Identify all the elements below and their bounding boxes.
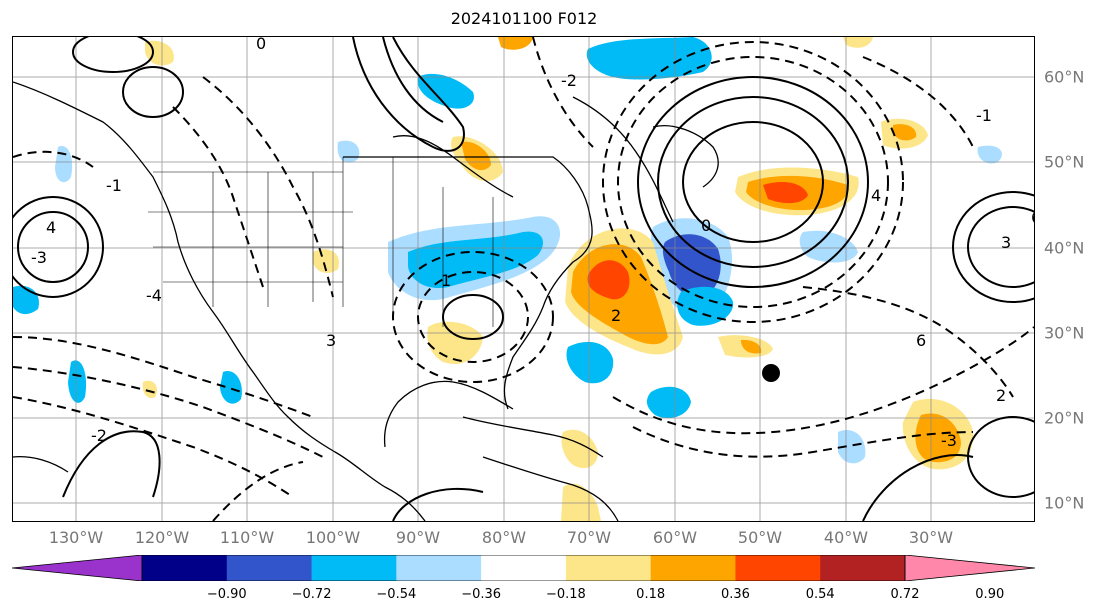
shade-pos-carib-b <box>561 483 601 521</box>
colorbar-tick-label: 0.18 <box>636 587 666 602</box>
shade-pos-pac-s <box>142 380 158 399</box>
contour-label: -1 <box>976 106 992 125</box>
shade-pos-top-right <box>843 37 873 48</box>
shade-pos-subtrop-core <box>741 339 762 354</box>
colorbar-tick-label: 0.72 <box>890 587 920 602</box>
shade-pos-greatlakes-core <box>461 141 491 171</box>
shade-neg-caribbean <box>566 341 614 384</box>
contour-label: 0 <box>256 37 266 53</box>
longitude-label: 100°W <box>305 528 361 547</box>
colorbar-tick-label: −0.90 <box>206 587 247 602</box>
longitude-label: 130°W <box>48 528 104 547</box>
contour-label: 0 <box>701 216 711 235</box>
contour-label: -2 <box>561 71 577 90</box>
coastlines <box>13 81 719 521</box>
shade-pos-atlantic-b-red <box>587 260 630 300</box>
shade-neg-eastcoast-core <box>408 231 543 288</box>
shade-neg-pac-a <box>55 146 73 183</box>
contour-label: 4 <box>871 186 881 205</box>
shade-neg-mex <box>220 371 242 404</box>
contour-label: 1 <box>441 271 451 290</box>
contour-label: 2 <box>996 386 1006 405</box>
shade-neg-plains <box>337 140 360 163</box>
colorbar-tick-label: 0.54 <box>805 587 835 602</box>
contour-label: 6 <box>1031 208 1034 227</box>
longitude-label: 80°W <box>481 528 527 547</box>
shade-neg-ne-atlantic <box>586 37 712 80</box>
colorbar-segment <box>565 555 652 581</box>
shade-neg-hudson <box>417 73 474 109</box>
contour-label: 2 <box>611 306 621 325</box>
longitude-label: 70°W <box>566 528 612 547</box>
shading-layer <box>13 37 1002 521</box>
storm-marker <box>762 364 780 382</box>
colorbar-frame <box>141 555 906 581</box>
map-title: 2024101100 F012 <box>450 9 598 28</box>
latitude-label: 10°N <box>1044 493 1085 513</box>
shade-neg-atlantic-a-cyan <box>677 286 734 326</box>
contour-label: 6 <box>916 331 926 350</box>
latitude-label: 20°N <box>1044 408 1085 428</box>
longitude-label: 50°W <box>737 528 783 547</box>
colorbar-segment <box>142 555 228 581</box>
colorbar <box>12 555 1035 581</box>
longitude-label: 60°W <box>652 528 698 547</box>
colorbar-segment <box>735 555 821 581</box>
contour-label: -3 <box>941 431 957 450</box>
latitude-label: 60°N <box>1044 67 1085 87</box>
longitude-label: 30°W <box>908 528 954 547</box>
longitude-label: 110°W <box>219 528 275 547</box>
shade-neg-midatl <box>799 230 858 263</box>
map-canvas: 0 -1 -2 -3 4 6 3 2 1 -4 0 -1 -2 -3 4 6 3 2 <box>13 37 1034 521</box>
shade-pos-carib-a <box>561 429 598 469</box>
colorbar-extend-high <box>904 555 1035 581</box>
latitude-label: 30°N <box>1044 323 1085 343</box>
contour-label: -1 <box>106 176 122 195</box>
colorbar-segment <box>650 555 736 581</box>
state-borders <box>148 157 494 327</box>
colorbar-tick-label: −0.72 <box>291 587 332 602</box>
colorbar-tick-label: 0.36 <box>720 587 750 602</box>
contour-label-group: 0 -1 -2 -3 4 6 3 2 1 -4 0 -1 -2 -3 4 6 3 2 <box>31 37 1034 450</box>
contour-lines-dashed <box>13 37 1034 521</box>
shade-neg-atlantic-a-core <box>662 234 721 298</box>
latitude-label: 50°N <box>1044 152 1085 172</box>
colorbar-segment <box>481 555 567 581</box>
shade-pos-plains <box>313 249 339 273</box>
contour-label: 3 <box>1001 233 1011 252</box>
contour-lines-solid <box>13 37 1034 521</box>
colorbar-segment <box>396 555 482 581</box>
shade-pos-ne-top <box>498 37 533 50</box>
colorbar-tick-label: −0.36 <box>461 587 502 602</box>
shade-neg-eastatl <box>838 429 866 464</box>
latitude-label: 40°N <box>1044 238 1085 258</box>
shade-neg-gulf <box>646 386 691 419</box>
shade-pos-labrador-red <box>763 182 808 204</box>
contour-label: -2 <box>91 426 107 445</box>
colorbar-tick-label: −0.54 <box>376 587 417 602</box>
longitude-label: 120°W <box>134 528 190 547</box>
shade-pos-far-ne-core <box>893 124 917 141</box>
colorbar-extend-low <box>12 555 143 581</box>
longitude-label: 90°W <box>395 528 441 547</box>
map-panel: 0 -1 -2 -3 4 6 3 2 1 -4 0 -1 -2 -3 4 6 3 2 <box>12 36 1035 522</box>
graticule <box>13 37 1034 521</box>
colorbar-tick-label: 0.90 <box>975 587 1005 602</box>
shade-pos-gulf <box>427 321 483 365</box>
contour-label: 3 <box>326 331 336 350</box>
colorbar-segment <box>311 555 397 581</box>
longitude-label: 40°W <box>823 528 869 547</box>
shade-pos-east-trop-core <box>915 413 961 463</box>
shade-neg-far-east <box>977 145 1002 164</box>
contour-label: -4 <box>146 286 162 305</box>
contour-label: 4 <box>46 218 56 237</box>
colorbar-tick-label: −0.18 <box>545 587 586 602</box>
contour-label: -3 <box>31 248 47 267</box>
colorbar-segment <box>820 555 906 581</box>
shade-neg-pac-b <box>68 360 87 403</box>
colorbar-segment <box>226 555 313 581</box>
